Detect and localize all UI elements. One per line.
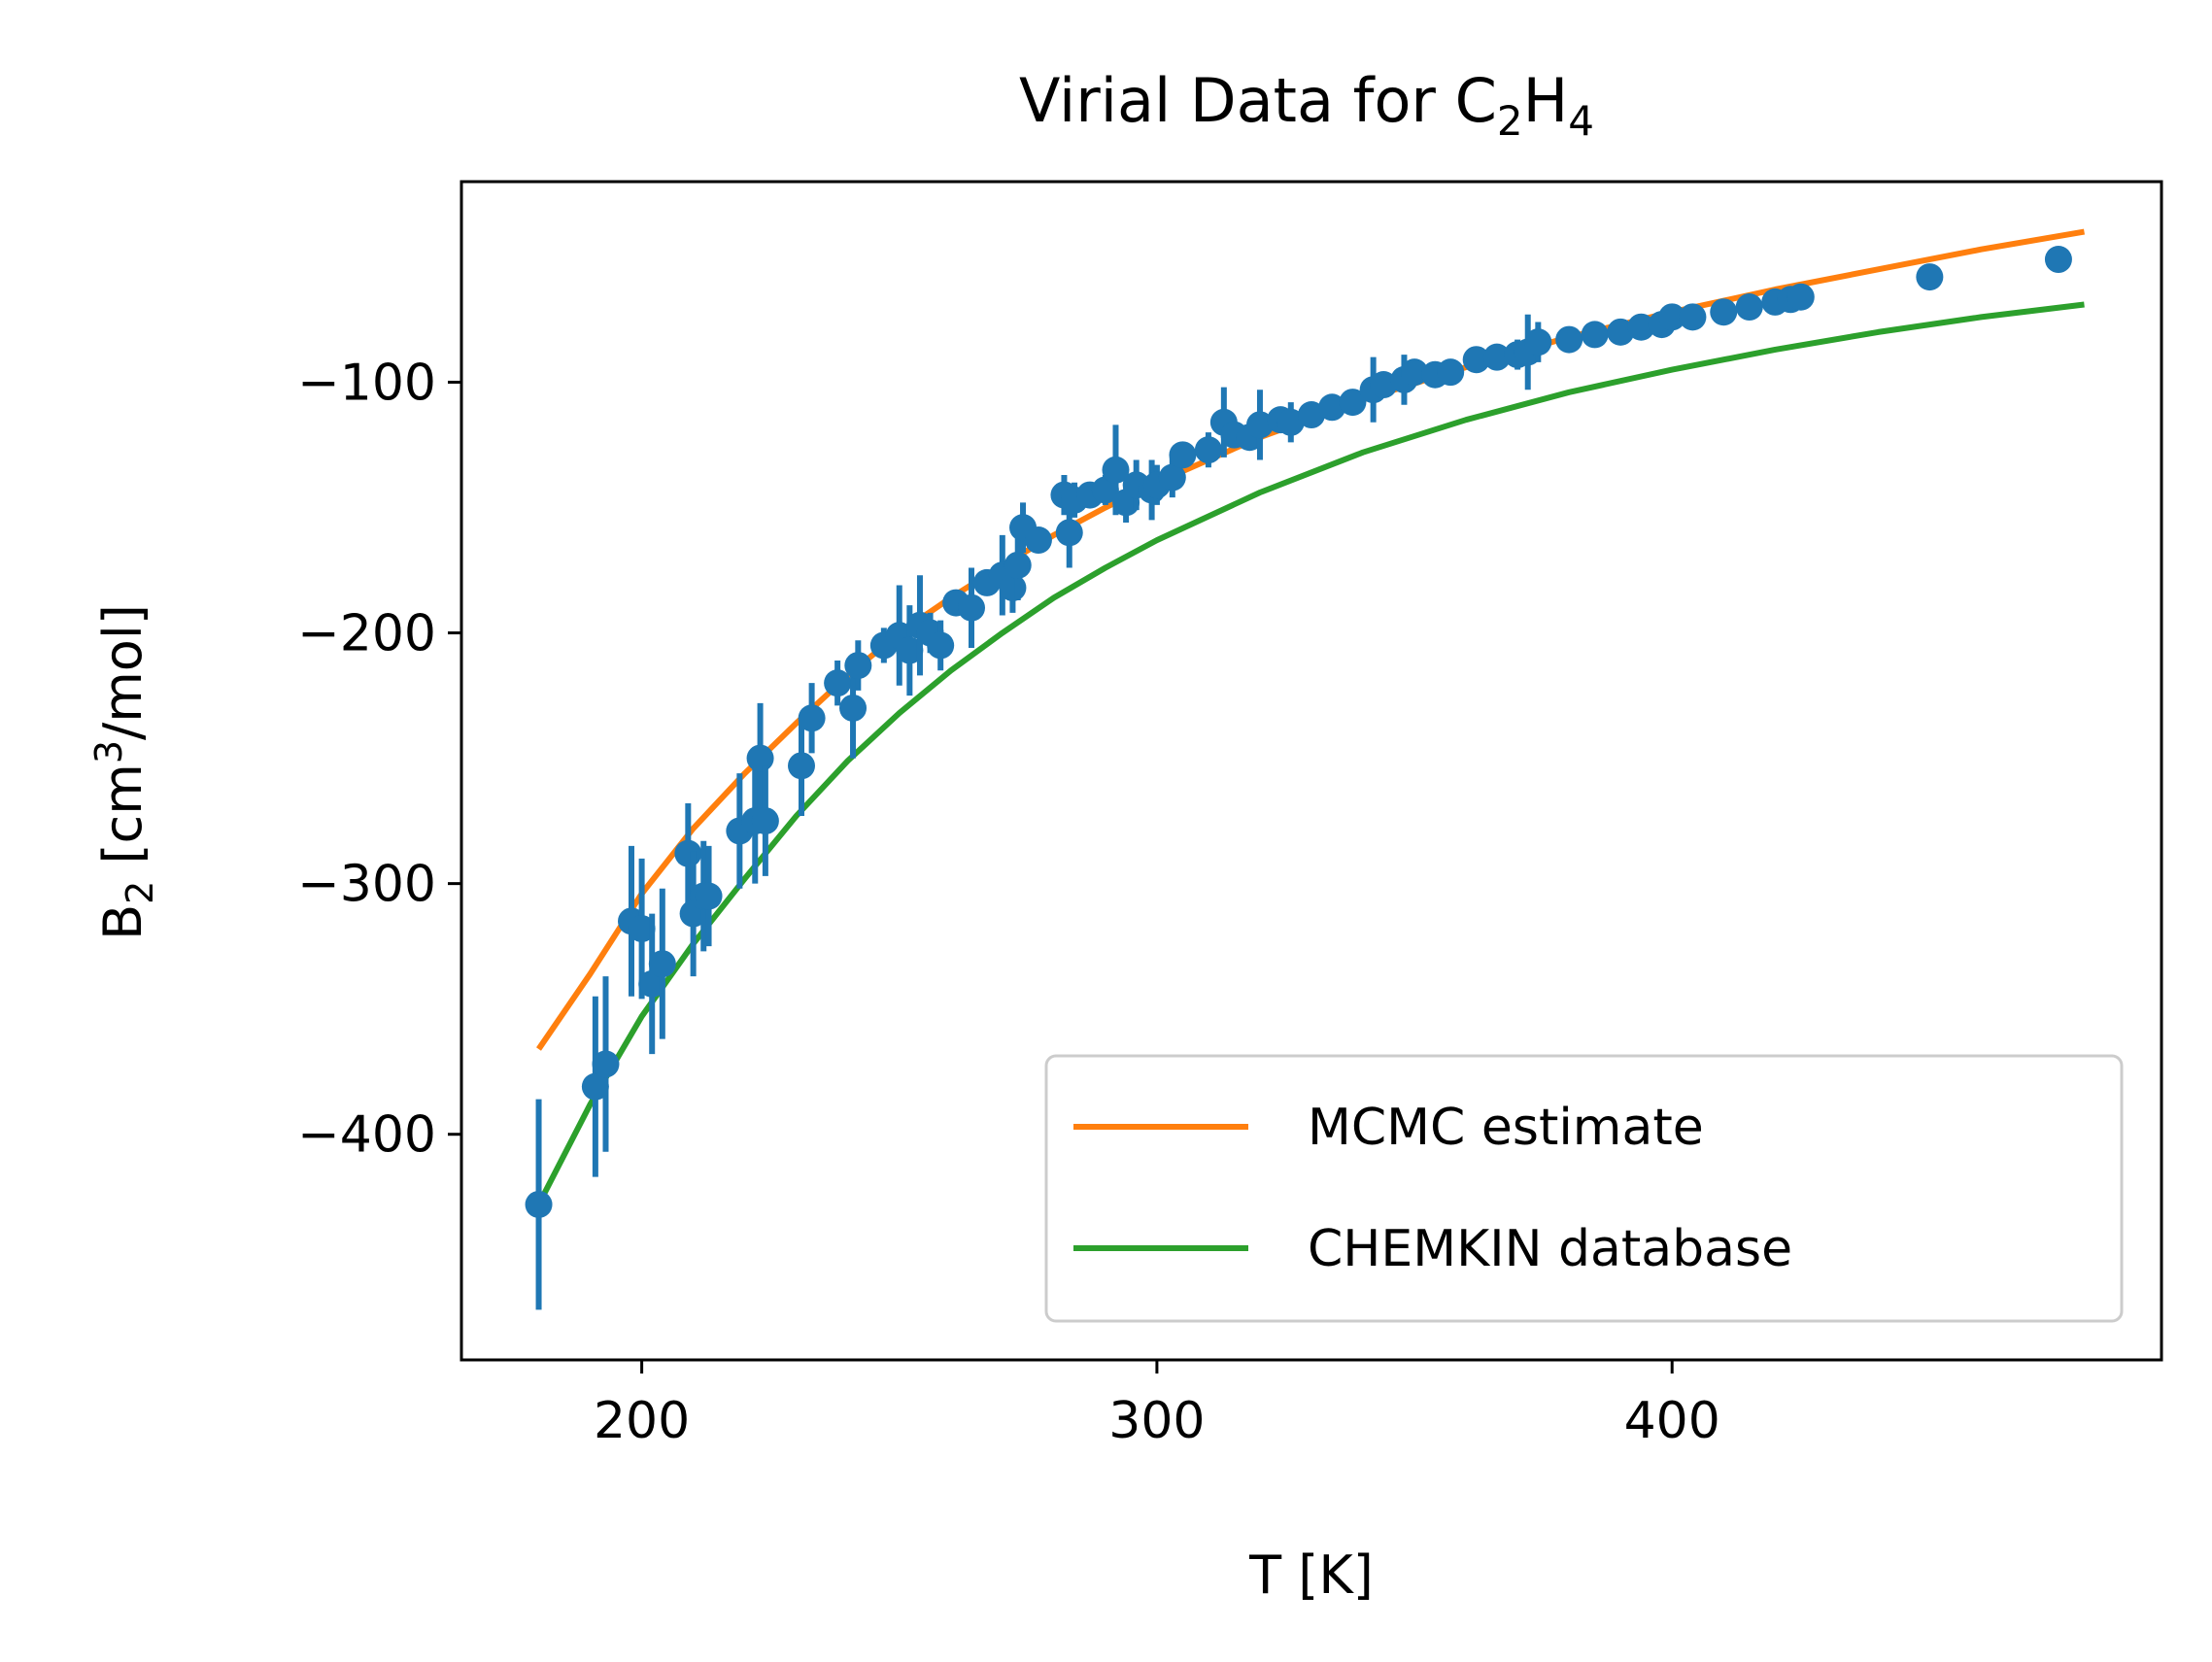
- data-point: [1482, 343, 1511, 371]
- data-point: [824, 669, 852, 697]
- data-point: [1627, 313, 1655, 341]
- y-axis-label: B2 [cm3/mol]: [87, 604, 161, 940]
- data-point: [525, 1190, 553, 1218]
- data-point: [1194, 436, 1222, 464]
- data-point: [751, 807, 779, 835]
- data-point: [1916, 263, 1944, 291]
- data-point: [695, 882, 723, 910]
- data-point: [896, 636, 924, 664]
- legend-label-mcmc: MCMC estimate: [1308, 1099, 1704, 1157]
- data-point: [1658, 303, 1686, 331]
- data-point: [1437, 358, 1465, 387]
- data-point: [1735, 293, 1763, 322]
- data-point: [1055, 519, 1083, 547]
- data-point: [798, 704, 826, 732]
- data-point: [1169, 441, 1197, 469]
- data-point: [999, 574, 1027, 602]
- data-point: [1555, 325, 1583, 354]
- data-point: [1401, 358, 1429, 387]
- y-tick-label: −200: [297, 605, 436, 663]
- legend-label-chemkin: CHEMKIN database: [1308, 1220, 1792, 1278]
- data-point: [2044, 246, 2072, 274]
- data-point: [1276, 408, 1305, 436]
- x-tick-label: 300: [1108, 1392, 1205, 1450]
- data-point: [746, 744, 774, 772]
- x-axis-label: T [K]: [1248, 1544, 1374, 1606]
- data-point: [638, 969, 666, 998]
- data-point: [1004, 551, 1032, 579]
- y-tick-label: −400: [297, 1106, 436, 1165]
- data-point: [1024, 526, 1052, 555]
- data-point: [1298, 401, 1325, 429]
- data-point: [648, 950, 676, 978]
- data-point: [1524, 328, 1552, 356]
- data-point: [1091, 476, 1119, 504]
- data-point: [1339, 389, 1367, 417]
- data-point: [1245, 411, 1274, 439]
- data-point: [1318, 393, 1346, 422]
- data-point: [1787, 283, 1815, 311]
- chart-title: Virial Data for C2H4: [1019, 65, 1594, 145]
- legend-box: [1044, 1054, 2124, 1323]
- y-tick-label: −100: [297, 354, 436, 412]
- data-point: [839, 694, 868, 722]
- x-tick-label: 200: [594, 1392, 690, 1450]
- data-point: [958, 594, 985, 622]
- data-point: [592, 1050, 620, 1078]
- data-point: [1370, 371, 1398, 399]
- legend: MCMC estimate CHEMKIN database: [1044, 1054, 2124, 1323]
- data-point: [788, 752, 815, 780]
- data-point: [1158, 463, 1186, 492]
- data-point: [1679, 303, 1707, 331]
- data-point: [1710, 298, 1738, 326]
- data-point: [1581, 321, 1609, 349]
- data-point: [927, 631, 955, 660]
- data-point: [628, 915, 656, 943]
- data-point: [844, 652, 872, 680]
- data-point: [1462, 346, 1490, 374]
- data-point: [581, 1072, 609, 1101]
- plot-frame: [459, 180, 2163, 1362]
- x-tick-label: 400: [1624, 1392, 1720, 1450]
- data-point: [674, 839, 702, 867]
- y-tick-label: −300: [297, 856, 436, 914]
- data-point: [1102, 456, 1130, 484]
- data-point: [1607, 318, 1635, 346]
- chemkin-line: [535, 301, 2085, 1206]
